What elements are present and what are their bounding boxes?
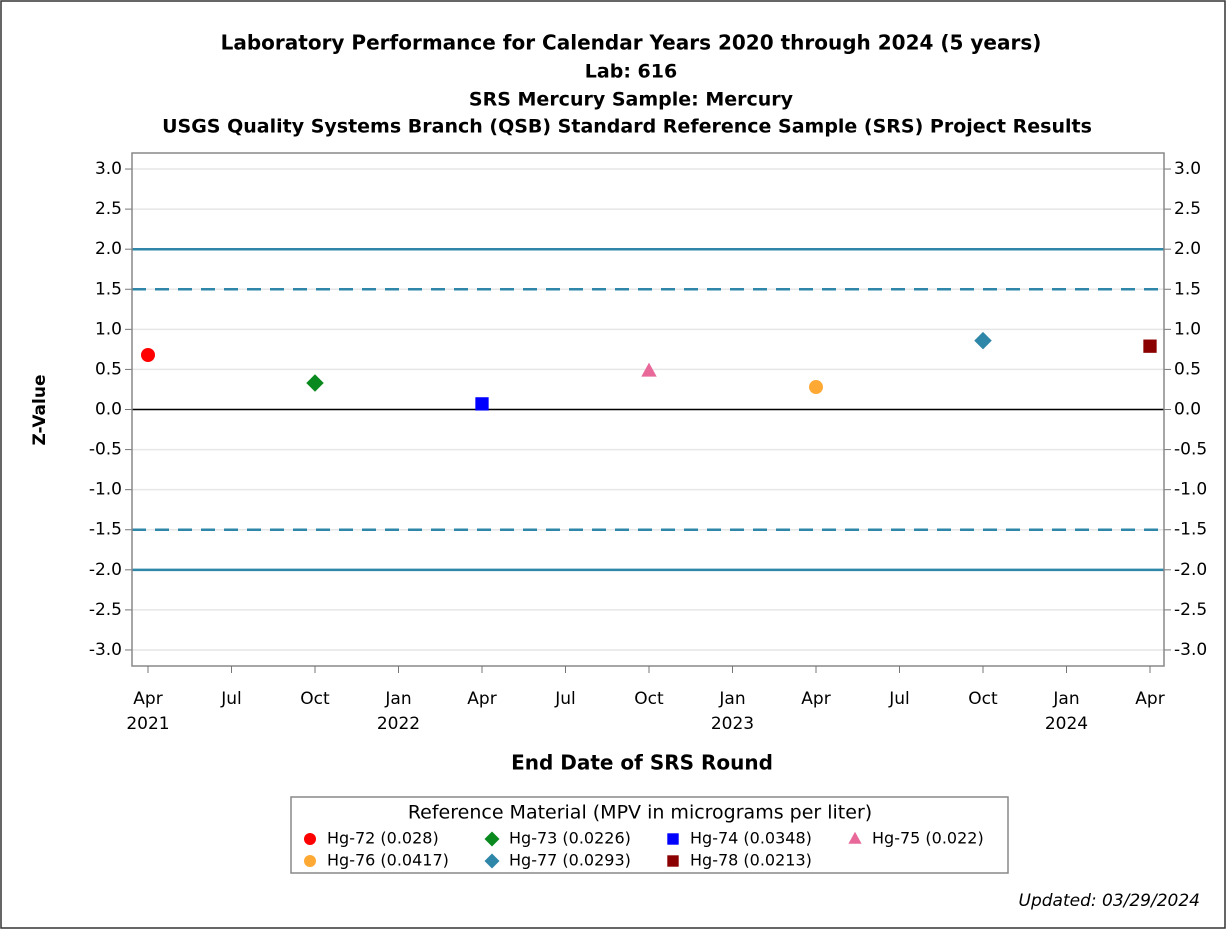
subtitle: SRS Mercury Sample: Mercury [469,89,794,111]
legend-title: Reference Material (MPV in micrograms pe… [408,802,872,824]
x-tick-label: Apr [467,689,496,709]
x-tick-label: Oct [300,689,330,709]
legend-marker [304,855,316,867]
x-tick-line: Jul [220,689,242,709]
x-tick-label: Apr 2021 [126,689,169,734]
y2-tick-label: -1.5 [1174,520,1207,540]
y-tick-label: -3.0 [89,640,122,660]
point [475,397,489,411]
footnote: Updated: 03/29/2024 [1019,891,1200,911]
y-tick-label: 2.5 [95,199,122,219]
legend-marker [484,831,500,847]
subtitle: USGS Quality Systems Branch (QSB) Standa… [162,116,1092,138]
point [1143,339,1157,353]
legend-label: Hg-76 (0.0417) [327,851,449,870]
legend-label: Hg-75 (0.022) [872,829,984,848]
y2-tick-label: -2.0 [1174,560,1207,580]
x-tick-label: Oct [968,689,998,709]
x-tick-line: Jul [888,689,910,709]
y-tick-label: 1.5 [95,279,122,299]
legend-label: Hg-73 (0.0226) [509,829,631,848]
y2-tick-label: 0.0 [1174,400,1201,420]
x-tick-line: Apr [467,689,496,709]
x-tick-line: 2022 [377,714,420,734]
point [809,380,823,395]
legend-marker [667,855,679,867]
x-tick-line: Apr [801,689,830,709]
legend-marker [304,833,316,845]
x-tick-line: Oct [968,689,998,709]
legend-marker [848,831,862,844]
x-tick-label: Apr [801,689,830,709]
y2-tick-label: 2.0 [1174,239,1201,259]
y-tick-label: 0.5 [95,359,122,379]
x-tick-line: Jul [554,689,576,709]
x-tick-label: Oct [634,689,664,709]
x-tick-label: Apr [1135,689,1164,709]
subtitle: Lab: 616 [585,61,677,83]
point [974,331,992,350]
x-axis-title: End Date of SRS Round [511,751,773,775]
x-tick-line: Jan [1052,689,1079,709]
y2-tick-label: 0.5 [1174,359,1201,379]
x-tick-line: Apr [133,689,162,709]
y2-tick-label: -2.5 [1174,600,1207,620]
y2-tick-label: 2.5 [1174,199,1201,219]
y-tick-label: 0.0 [95,400,122,420]
x-tick-label: Jan 2024 [1045,689,1088,734]
x-tick-line: 2024 [1045,714,1088,734]
y-tick-label: -2.0 [89,560,122,580]
y-tick-label: -1.5 [89,520,122,540]
legend-label: Hg-74 (0.0348) [690,829,812,848]
legend-marker [484,853,500,869]
point [641,362,657,377]
y-tick-label: 2.0 [95,239,122,259]
y2-tick-label: -0.5 [1174,440,1207,460]
legend-box [290,796,1009,874]
x-tick-label: Jan 2022 [377,689,420,734]
x-tick-label: Jan 2023 [711,689,754,734]
legend-label: Hg-77 (0.0293) [509,851,631,870]
y-tick-label: -2.5 [89,600,122,620]
x-tick-line: 2023 [711,714,754,734]
y2-tick-label: -3.0 [1174,640,1207,660]
x-tick-label: Jul [220,689,242,709]
point [141,347,155,362]
x-tick-line: Jan [384,689,411,709]
y-tick-label: -0.5 [89,440,122,460]
plot-frame [131,152,1165,667]
x-tick-line: Jan [718,689,745,709]
x-tick-label: Jul [888,689,910,709]
y2-tick-label: 1.5 [1174,279,1201,299]
x-tick-line: 2021 [126,714,169,734]
y2-tick-label: -1.0 [1174,480,1207,500]
y2-tick-label: 3.0 [1174,159,1201,179]
x-tick-line: Oct [300,689,330,709]
y-axis-title: Z-Value [30,374,50,445]
legend-marker [667,833,679,845]
legend-label: Hg-72 (0.028) [327,829,439,848]
y2-tick-label: 1.0 [1174,319,1201,339]
x-tick-line: Oct [634,689,664,709]
point [306,374,324,392]
chart-title: Laboratory Performance for Calendar Year… [221,31,1042,55]
y-tick-label: 3.0 [95,159,122,179]
x-tick-label: Jul [554,689,576,709]
x-tick-line: Apr [1135,689,1164,709]
legend-label: Hg-78 (0.0213) [690,851,812,870]
y-tick-label: -1.0 [89,480,122,500]
y-tick-label: 1.0 [95,319,122,339]
